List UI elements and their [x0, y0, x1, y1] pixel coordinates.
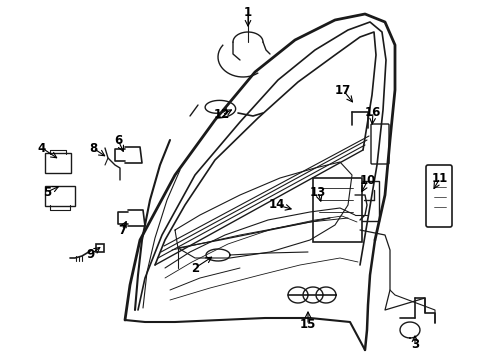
Text: 13: 13 [310, 185, 326, 198]
FancyBboxPatch shape [45, 153, 71, 173]
Text: 2: 2 [191, 261, 199, 274]
Text: 4: 4 [38, 141, 46, 154]
Text: 7: 7 [118, 224, 126, 237]
Text: 8: 8 [89, 141, 97, 154]
FancyBboxPatch shape [426, 165, 452, 227]
Text: 5: 5 [43, 185, 51, 198]
Text: 11: 11 [432, 171, 448, 184]
FancyBboxPatch shape [313, 178, 362, 242]
Text: 6: 6 [114, 134, 122, 147]
Text: 17: 17 [335, 84, 351, 96]
Text: 10: 10 [360, 174, 376, 186]
FancyBboxPatch shape [45, 186, 75, 206]
FancyBboxPatch shape [359, 181, 379, 221]
Text: 15: 15 [300, 319, 316, 332]
Text: 12: 12 [214, 108, 230, 122]
Text: 14: 14 [269, 198, 285, 211]
Text: 1: 1 [244, 5, 252, 18]
Text: 16: 16 [365, 105, 381, 118]
FancyBboxPatch shape [371, 124, 389, 164]
Text: 3: 3 [411, 338, 419, 351]
Text: 9: 9 [86, 248, 94, 261]
